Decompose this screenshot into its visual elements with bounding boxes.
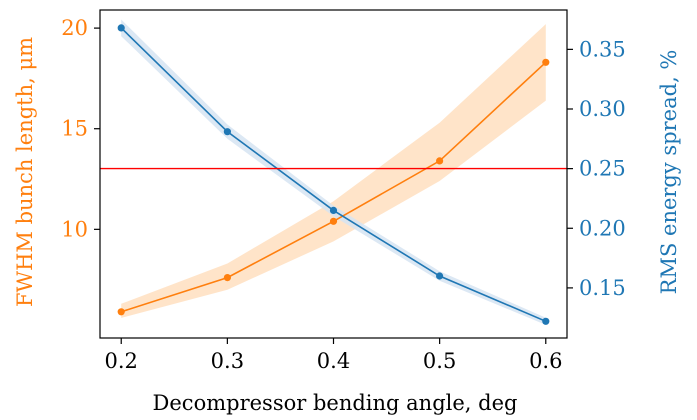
point-series-1-1	[223, 128, 231, 136]
x-tick-label: 0.6	[529, 349, 562, 373]
point-series-0-3	[436, 157, 444, 165]
series-points	[117, 24, 550, 325]
band-series-0	[121, 24, 546, 318]
y-left-tick-label: 10	[61, 217, 88, 241]
y-left-axis-label: FWHM bunch length, μm	[13, 37, 37, 307]
point-series-1-2	[329, 206, 338, 214]
y-left-tick-label: 20	[61, 16, 88, 40]
confidence-bands	[121, 19, 546, 325]
x-tick-label: 0.5	[423, 349, 456, 373]
y-right-tick-label: 0.20	[579, 216, 626, 240]
y-right-axis-label: RMS energy spread, %	[657, 50, 681, 295]
y-right-tick-label: 0.15	[579, 276, 626, 300]
point-series-0-0	[117, 308, 125, 316]
axis-ticks: 0.2 0.3 0.4 0.5 0.6 10 15 20 0.15 0.20 0.25 0.30 0.3…	[61, 16, 626, 373]
point-series-1-3	[436, 272, 444, 280]
x-tick-label: 0.4	[317, 349, 350, 373]
y-left-tick-label: 15	[61, 117, 88, 141]
x-axis-label: Decompressor bending angle, deg	[153, 391, 518, 415]
x-tick-label: 0.2	[105, 349, 138, 373]
line-series-1	[120, 27, 547, 323]
band-series-1	[121, 19, 546, 325]
point-series-1-0	[117, 24, 125, 32]
y-right-tick-label: 0.35	[579, 37, 626, 61]
point-series-0-2	[329, 217, 338, 225]
point-series-1-4	[542, 317, 550, 325]
y-right-tick-label: 0.25	[579, 157, 626, 181]
x-tick-label: 0.3	[211, 349, 244, 373]
point-series-0-4	[542, 58, 550, 66]
y-right-tick-label: 0.30	[579, 97, 626, 121]
point-series-0-1	[223, 274, 231, 282]
